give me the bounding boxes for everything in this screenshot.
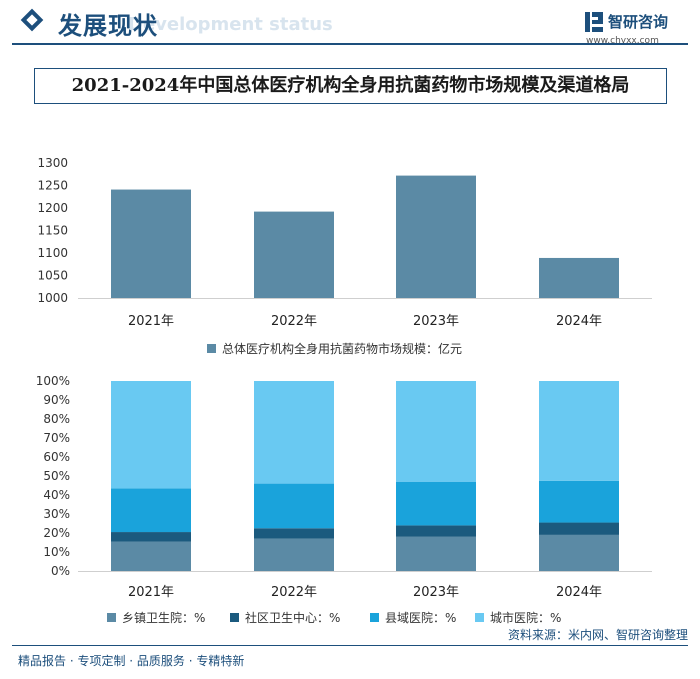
- legend-label: 城市医院：%: [490, 610, 561, 625]
- y-tick-label: 80%: [43, 412, 70, 426]
- stacked-bar-segment: [254, 528, 334, 539]
- stacked-bar-segment: [111, 488, 191, 533]
- x-category-label: 2023年: [413, 585, 459, 600]
- header-subtitle: Development status: [128, 14, 333, 35]
- stacked-bar-segment: [539, 522, 619, 535]
- y-tick-label: 1200: [37, 201, 68, 215]
- stacked-bar-segment: [539, 381, 619, 481]
- footer-divider: [12, 645, 688, 646]
- x-category-label: 2021年: [128, 314, 174, 329]
- y-tick-label: 70%: [43, 431, 70, 445]
- x-category-label: 2024年: [556, 585, 602, 600]
- x-category-label: 2021年: [128, 585, 174, 600]
- y-tick-label: 1300: [37, 156, 68, 170]
- legend-label: 社区卫生中心：%: [245, 610, 340, 625]
- stacked-bar-segment: [254, 381, 334, 484]
- brand-url[interactable]: www.chyxx.com: [586, 36, 659, 46]
- y-tick-label: 1050: [37, 269, 68, 283]
- bar: [539, 257, 619, 298]
- x-category-label: 2024年: [556, 314, 602, 329]
- stacked-bar-segment: [254, 483, 334, 529]
- brand-name: 智研咨询: [608, 13, 669, 31]
- stacked-bar-segment: [539, 534, 619, 571]
- y-tick-label: 50%: [43, 469, 70, 483]
- legend-swatch: [107, 613, 116, 622]
- header-divider: [12, 43, 688, 45]
- y-tick-label: 40%: [43, 488, 70, 502]
- y-tick-label: 1250: [37, 179, 68, 193]
- legend-label: 总体医疗机构全身用抗菌药物市场规模：亿元: [222, 341, 462, 356]
- y-tick-label: 1100: [37, 246, 68, 260]
- page-header: Development status 发展现状 智研咨询 www.chyxx.c…: [0, 0, 700, 50]
- legend-label: 县域医院：%: [385, 611, 456, 625]
- y-tick-label: 0%: [51, 564, 70, 578]
- stacked-bar-segment: [396, 536, 476, 571]
- legend-swatch: [230, 613, 239, 622]
- y-tick-label: 30%: [43, 507, 70, 521]
- x-category-label: 2022年: [271, 314, 317, 329]
- bar: [396, 175, 476, 298]
- y-tick-label: 60%: [43, 450, 70, 464]
- y-tick-label: 100%: [36, 374, 70, 388]
- stacked-bar-segment: [396, 525, 476, 537]
- legend-swatch: [370, 613, 379, 622]
- stacked-bar-segment: [396, 381, 476, 482]
- y-tick-label: 1150: [37, 224, 68, 238]
- brand-logo-icon: [585, 12, 603, 32]
- legend-swatch: [207, 344, 216, 353]
- header-title: 发展现状: [58, 12, 158, 40]
- stacked-bar-segment: [111, 381, 191, 489]
- footer-tagline: 精品报告 · 专项定制 · 品质服务 · 专精特新: [18, 654, 245, 668]
- y-tick-label: 1000: [37, 291, 68, 305]
- legend-swatch: [475, 613, 484, 622]
- y-tick-label: 90%: [43, 393, 70, 407]
- y-tick-label: 20%: [43, 526, 70, 540]
- bar: [254, 211, 334, 298]
- x-category-label: 2022年: [271, 585, 317, 600]
- bar: [111, 189, 191, 298]
- legend-label: 乡镇卫生院：%: [122, 611, 205, 625]
- x-category-label: 2023年: [413, 314, 459, 329]
- chart-main-title: 2021-2024年中国总体医疗机构全身用抗菌药物市场规模及渠道格局: [34, 68, 667, 104]
- stacked-bar-segment: [539, 480, 619, 523]
- stacked-bar-segment: [396, 481, 476, 526]
- data-source: 资料来源：米内网、智研咨询整理: [507, 628, 688, 642]
- brand[interactable]: 智研咨询 www.chyxx.com: [584, 10, 680, 46]
- stacked-bar-segment: [111, 532, 191, 542]
- y-tick-label: 10%: [43, 545, 70, 559]
- stacked-bar-segment: [254, 538, 334, 571]
- stacked-bar-segment: [111, 541, 191, 571]
